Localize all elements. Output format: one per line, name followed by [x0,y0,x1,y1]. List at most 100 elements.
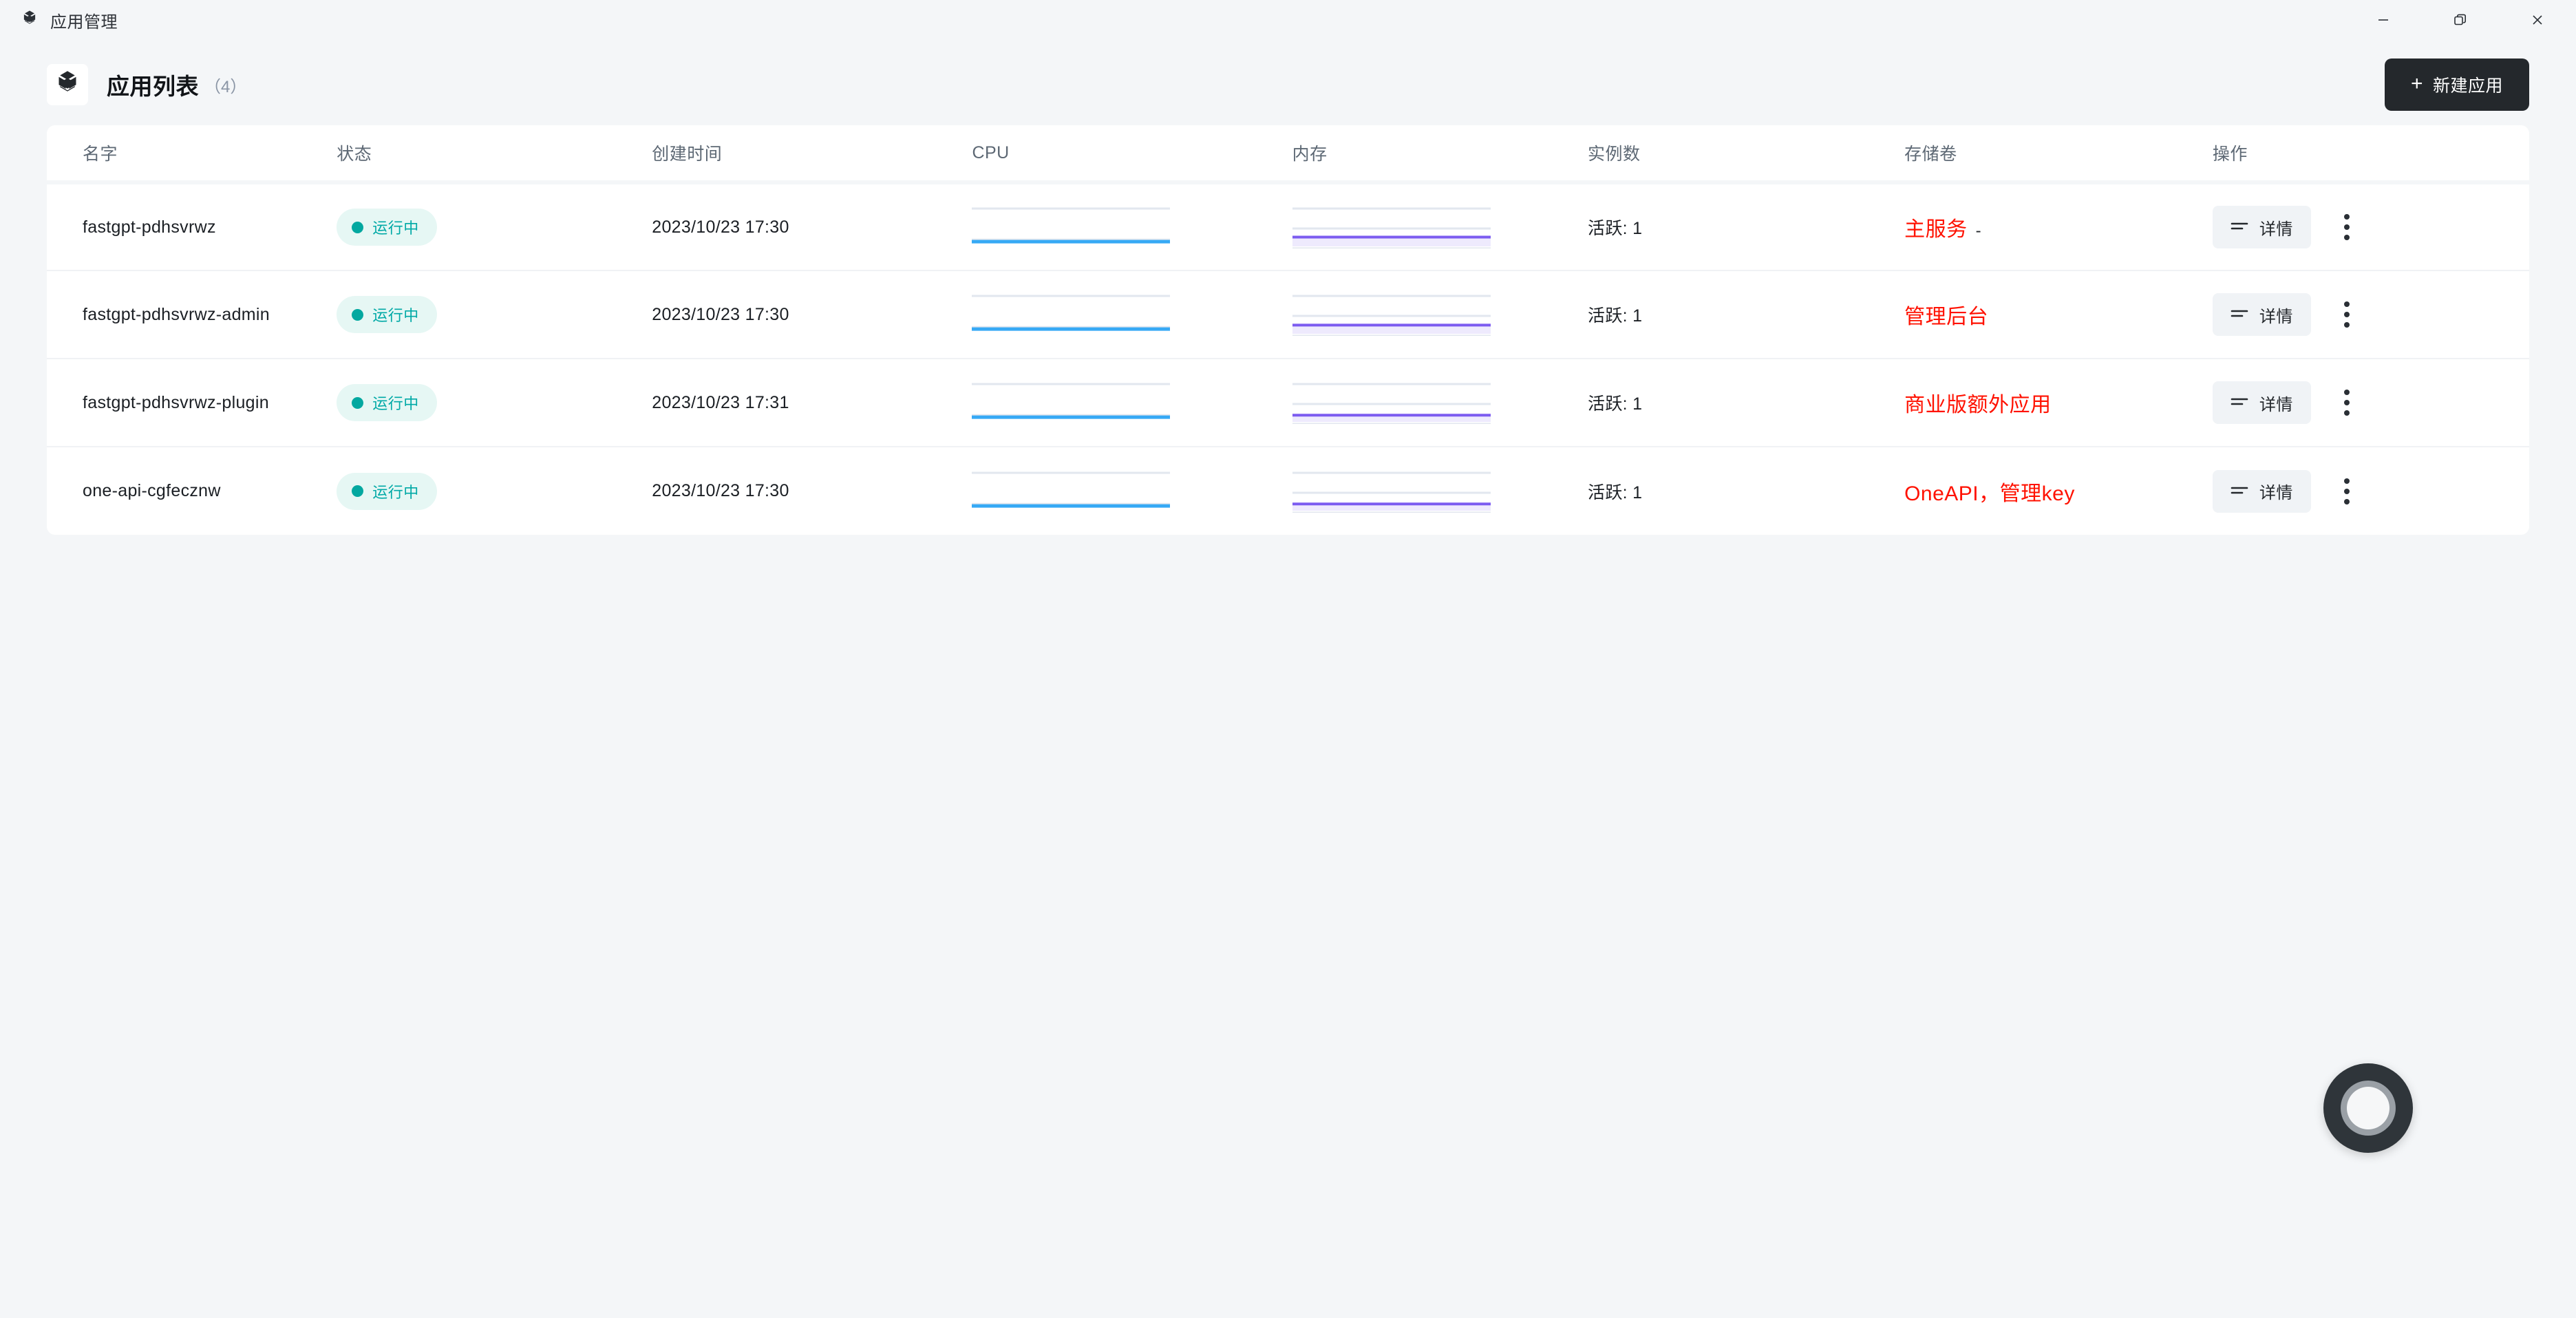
cell-instances: 活跃: 1 [1588,180,1905,270]
table-row[interactable]: fastgpt-pdhsvrwz 运行中 2023/10/23 17:30 活跃: 1… [47,180,2529,270]
status-badge: 运行中 [337,209,437,246]
column-header-time: 创建时间 [652,125,972,182]
app-count: （4） [204,77,247,96]
detail-button[interactable]: 详情 [2212,293,2311,336]
status-dot-icon [352,485,364,497]
kebab-dot [2343,312,2350,317]
new-app-button[interactable]: + 新建应用 [2384,59,2529,111]
cell-status: 运行中 [337,180,652,270]
kebab-dot [2343,224,2350,230]
app-list-table-card: 名字 状态 创建时间 CPU 内存 实例数 存储卷 操作 fastgpt-pdh… [47,125,2529,535]
cell-instances: 活跃: 1 [1588,358,1905,447]
page-header: 应用列表 （4） + 新建应用 [0,40,2576,111]
operations-group: 详情 [2212,469,2529,513]
table-header: 名字 状态 创建时间 CPU 内存 实例数 存储卷 操作 [47,125,2529,182]
storage-volume-value: - [1975,222,1981,240]
cell-memory-sparkline [1292,446,1588,535]
table-header-row: 名字 状态 创建时间 CPU 内存 实例数 存储卷 操作 [47,125,2529,182]
status-dot-icon [352,396,364,409]
cell-status: 运行中 [337,446,652,535]
cell-memory-sparkline [1292,180,1588,270]
status-dot-icon [352,221,364,233]
window-title: 应用管理 [50,12,118,32]
cell-memory-sparkline [1292,270,1588,359]
cell-cpu-sparkline [972,446,1292,535]
kebab-dot [2343,390,2350,395]
status-dot-icon [352,308,364,321]
gem-icon [21,10,39,31]
titlebar-left-group: 应用管理 [0,8,118,32]
table-row[interactable]: fastgpt-pdhsvrwz-plugin 运行中 2023/10/23 17:… [47,358,2529,447]
cell-instances: 活跃: 1 [1588,446,1905,535]
annotation-text: 管理后台 [1904,306,1989,328]
status-badge: 运行中 [337,384,437,421]
window-controls [2345,0,2576,40]
cell-cpu-sparkline [972,180,1292,270]
column-header-instances: 实例数 [1588,125,1905,182]
kebab-dot [2343,322,2350,328]
more-options-icon[interactable] [2332,293,2362,336]
cell-create-time: 2023/10/23 17:30 [652,270,972,359]
operations-group: 详情 [2212,206,2529,248]
kebab-dot [2343,214,2350,220]
table-row[interactable]: fastgpt-pdhsvrwz-admin 运行中 2023/10/23 17:3… [47,270,2529,359]
status-label: 运行中 [372,307,419,324]
table-body: fastgpt-pdhsvrwz 运行中 2023/10/23 17:30 活跃: 1… [47,180,2529,535]
kebab-dot [2343,235,2350,240]
cell-storage-volume: OneAPI，管理key [1904,446,2213,535]
status-badge: 运行中 [337,472,437,510]
more-options-icon[interactable] [2332,381,2362,424]
column-header-volume: 存储卷 [1904,125,2213,182]
new-app-button-label: 新建应用 [2432,76,2503,96]
kebab-dot [2343,498,2350,504]
page-title: 应用列表 [107,74,199,99]
annotation-text: 主服务 [1904,218,1968,241]
cursor-ring-core [2347,1087,2389,1129]
cell-create-time: 2023/10/23 17:30 [652,180,972,270]
cell-app-name: fastgpt-pdhsvrwz-plugin [47,358,337,447]
detail-list-icon [2231,217,2248,237]
cell-operations: 详情 [2212,270,2529,359]
detail-button-label: 详情 [2259,395,2293,414]
detail-button[interactable]: 详情 [2212,469,2311,513]
cell-operations: 详情 [2212,358,2529,447]
status-label: 运行中 [372,395,419,412]
status-badge: 运行中 [337,296,437,333]
restore-icon[interactable] [2422,0,2499,40]
cell-app-name: fastgpt-pdhsvrwz-admin [47,270,337,359]
minimize-icon[interactable] [2345,0,2422,40]
column-header-memory: 内存 [1292,125,1588,182]
detail-button[interactable]: 详情 [2212,381,2311,424]
annotation-text: 商业版额外应用 [1904,394,2052,416]
cell-storage-volume: 主服务 - [1904,180,2213,270]
gem-icon [54,70,81,100]
cell-app-name: fastgpt-pdhsvrwz [47,180,337,270]
app-list-table: 名字 状态 创建时间 CPU 内存 实例数 存储卷 操作 fastgpt-pdh… [47,125,2529,535]
more-options-icon[interactable] [2332,470,2362,513]
table-row[interactable]: one-api-cgfecznw 运行中 2023/10/23 17:30 活跃: 1… [47,446,2529,535]
detail-button-label: 详情 [2259,220,2293,239]
more-options-icon[interactable] [2332,206,2362,248]
close-icon[interactable] [2499,0,2576,40]
cell-memory-sparkline [1292,358,1588,447]
cell-create-time: 2023/10/23 17:30 [652,446,972,535]
kebab-dot [2343,301,2350,307]
detail-list-icon [2231,393,2248,412]
operations-group: 详情 [2212,381,2529,424]
detail-button[interactable]: 详情 [2212,206,2311,248]
kebab-dot [2343,410,2350,416]
annotation-text: OneAPI，管理key [1904,482,2075,505]
column-header-ops: 操作 [2212,125,2529,182]
cell-storage-volume: 管理后台 [1904,270,2213,359]
app-logo [47,64,88,105]
status-label: 运行中 [372,220,419,237]
cell-storage-volume: 商业版额外应用 [1904,358,2213,447]
operations-group: 详情 [2212,293,2529,336]
kebab-dot [2343,478,2350,484]
cell-operations: 详情 [2212,446,2529,535]
column-header-status: 状态 [337,125,652,182]
cell-app-name: one-api-cgfecznw [47,446,337,535]
cell-create-time: 2023/10/23 17:31 [652,358,972,447]
cell-status: 运行中 [337,270,652,359]
detail-list-icon [2231,305,2248,324]
